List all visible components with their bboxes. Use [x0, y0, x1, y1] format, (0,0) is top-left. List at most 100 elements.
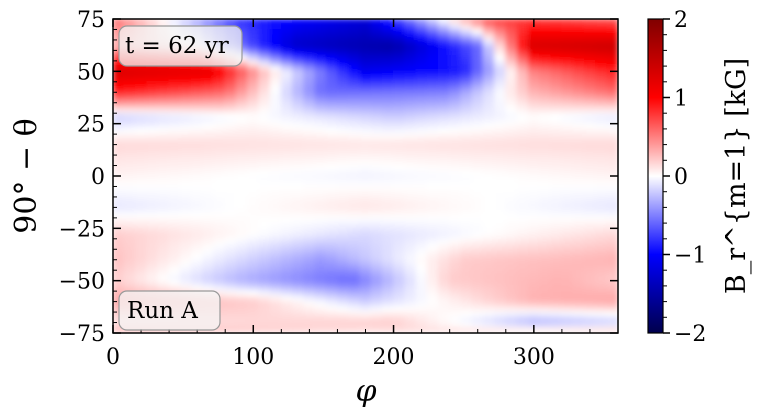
heatmap-cell [527, 185, 540, 193]
heatmap-cell [494, 290, 507, 297]
heatmap-cell [550, 60, 563, 67]
heatmap-cell [336, 70, 350, 78]
heatmap-cell [561, 222, 574, 229]
heatmap-cell [482, 138, 496, 146]
heatmap-cell [471, 81, 484, 88]
heatmap-cell [303, 301, 316, 308]
heatmap-cell [595, 144, 608, 151]
heatmap-cell [303, 217, 316, 224]
heatmap-cell [258, 185, 271, 193]
heatmap-cell [606, 311, 618, 318]
heatmap-cell [494, 322, 507, 329]
heatmap-cell [280, 290, 294, 297]
heatmap-cell [460, 269, 473, 276]
heatmap-cell [359, 254, 372, 261]
heatmap-cell [572, 222, 585, 229]
heatmap-cell [482, 76, 496, 83]
heatmap-cell [437, 201, 451, 208]
heatmap-cell [393, 133, 406, 140]
heatmap-cell [269, 185, 282, 193]
heatmap-cell [168, 248, 181, 255]
heatmap-cell [314, 227, 327, 235]
heatmap-cell [460, 128, 473, 135]
heatmap-cell [179, 149, 193, 156]
heatmap-cell [595, 60, 608, 67]
heatmap-cell [146, 217, 159, 224]
heatmap-cell [370, 269, 383, 276]
heatmap-cell [426, 133, 439, 140]
heatmap-cell [348, 170, 361, 177]
heatmap-cell [325, 154, 338, 161]
heatmap-cell [404, 285, 417, 292]
heatmap-cell [426, 322, 439, 329]
heatmap-cell [505, 175, 518, 182]
heatmap-cell [359, 269, 372, 276]
heatmap-cell [505, 170, 518, 177]
heatmap-cell [494, 327, 507, 333]
heatmap-cell [505, 196, 518, 203]
heatmap-cell [595, 112, 608, 119]
heatmap-cell [561, 322, 574, 329]
heatmap-cell [415, 128, 428, 135]
heatmap-cell [561, 107, 574, 114]
heatmap-cell [583, 191, 597, 198]
heatmap-cell [561, 70, 574, 78]
heatmap-cell [494, 212, 507, 219]
heatmap-cell [437, 60, 451, 67]
heatmap-cell [550, 233, 563, 240]
heatmap-cell [314, 238, 327, 245]
heatmap-cell [325, 301, 338, 308]
heatmap-cell [381, 212, 395, 219]
heatmap-cell [460, 86, 473, 93]
heatmap-cell [437, 206, 451, 214]
heatmap-cell [280, 149, 294, 156]
heatmap-cell [550, 316, 563, 324]
heatmap-cell [325, 316, 338, 324]
heatmap-cell [314, 149, 327, 156]
heatmap-cell [437, 233, 451, 240]
heatmap-cell [113, 233, 125, 240]
heatmap-cell [561, 138, 574, 146]
heatmap-cell [572, 117, 585, 125]
heatmap-cell [179, 117, 193, 125]
heatmap-cell [595, 222, 608, 229]
heatmap-cell [168, 19, 181, 25]
heatmap-cell [606, 316, 618, 324]
heatmap-cell [292, 44, 305, 51]
heatmap-cell [516, 206, 529, 214]
heatmap-cell [157, 243, 170, 250]
heatmap-cell [381, 233, 395, 240]
heatmap-cell [381, 243, 395, 250]
heatmap-cell [471, 191, 484, 198]
heatmap-cell [202, 259, 215, 266]
heatmap-cell [426, 180, 439, 187]
heatmap-cell [370, 159, 383, 167]
heatmap-cell [325, 107, 338, 114]
heatmap-cell [168, 70, 181, 78]
heatmap-cell [235, 301, 249, 308]
heatmap-cell [314, 191, 327, 198]
heatmap-cell [292, 70, 305, 78]
heatmap-cell [595, 70, 608, 78]
heatmap-cell [404, 206, 417, 214]
heatmap-cell [146, 107, 159, 114]
heatmap-cell [437, 144, 451, 151]
heatmap-cell [179, 165, 193, 172]
heatmap-cell [336, 97, 350, 104]
heatmap-cell [359, 107, 372, 114]
heatmap-cell [404, 322, 417, 329]
heatmap-cell [191, 149, 204, 156]
heatmap-cell [606, 117, 618, 125]
heatmap-cell [471, 86, 484, 93]
heatmap-cell [113, 191, 125, 198]
heatmap-cell [213, 185, 226, 193]
heatmap-cell [561, 159, 574, 167]
heatmap-cell [505, 39, 518, 46]
heatmap-cell [224, 280, 237, 287]
heatmap-cell [113, 138, 125, 146]
heatmap-cell [202, 65, 215, 72]
heatmap-cell [583, 159, 597, 167]
heatmap-cell [314, 185, 327, 193]
heatmap-cell [258, 222, 271, 229]
heatmap-cell [437, 23, 451, 30]
